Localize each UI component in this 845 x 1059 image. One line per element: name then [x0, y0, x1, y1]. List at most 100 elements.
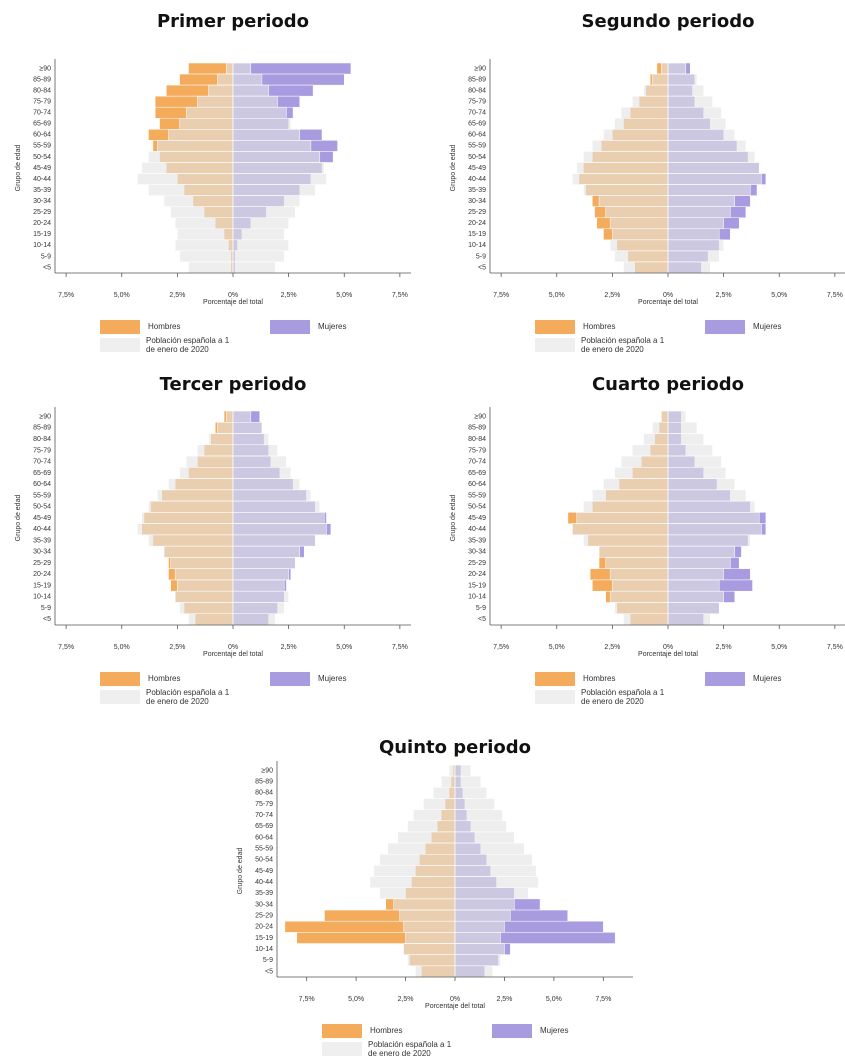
legend-swatch	[322, 1042, 362, 1056]
chart-title: Segundo periodo	[582, 11, 755, 32]
bar-reference-men	[614, 467, 669, 479]
bar-reference-men	[592, 489, 669, 502]
bar-reference-women	[232, 206, 296, 218]
y-tick-label: 50-54	[33, 504, 51, 511]
bar-reference-women	[667, 129, 735, 141]
bar-reference-women	[454, 775, 481, 788]
bar-reference-women	[232, 162, 325, 174]
bar-reference-women	[667, 512, 760, 524]
bar-reference-men	[576, 512, 669, 524]
bar-reference-men	[609, 239, 669, 252]
bar-reference-men	[598, 545, 669, 558]
legend-swatch	[705, 672, 745, 686]
y-tick-label: 55-59	[468, 492, 486, 499]
x-axis-label: Porcentaje del total	[203, 651, 263, 658]
bar-reference-women	[667, 523, 762, 536]
bar-reference-women	[667, 206, 731, 218]
y-tick-label: 75-79	[33, 99, 51, 106]
bar-reference-women	[232, 523, 327, 536]
x-tick-label: 2,5%	[716, 644, 732, 651]
y-tick-label: 80-84	[33, 436, 51, 443]
y-tick-label: 50-54	[468, 504, 486, 511]
y-tick-label: 5-9	[263, 957, 273, 964]
y-tick-label: 15-19	[33, 582, 51, 589]
bar-reference-men	[403, 943, 456, 955]
bar-reference-women	[667, 250, 720, 263]
bar-reference-women	[232, 106, 287, 119]
y-tick-label: 35-39	[468, 537, 486, 544]
bar-reference-women	[667, 228, 720, 241]
legend-label: Población española a 1 de enero de 2020	[581, 336, 665, 354]
bar-reference-women	[454, 798, 495, 810]
y-tick-label: 20-24	[33, 220, 51, 227]
bar-reference-men	[413, 809, 456, 822]
bar-reference-women	[667, 118, 727, 130]
bar-reference-women	[454, 965, 493, 978]
bar-reference-men	[174, 239, 234, 252]
x-tick-label: 2,5%	[169, 292, 185, 299]
bar-reference-men	[163, 545, 234, 558]
legend-label: Hombres	[148, 322, 180, 331]
bar-reference-women	[232, 184, 316, 196]
y-tick-label: 40-44	[468, 526, 486, 533]
bar-reference-men	[583, 534, 669, 547]
bar-reference-men	[614, 118, 669, 130]
bar-reference-men	[407, 954, 456, 967]
x-tick-label: 0%	[450, 996, 460, 1003]
bar-reference-men	[148, 151, 234, 163]
y-tick-label: ≥90	[39, 65, 51, 72]
x-tick-label: 0%	[663, 644, 673, 651]
x-tick-label: 7,5%	[827, 644, 843, 651]
bar-reference-men	[379, 854, 456, 866]
bar-reference-women	[454, 787, 487, 799]
bar-reference-women	[232, 534, 316, 547]
bar-reference-men	[188, 613, 234, 626]
bar-reference-women	[232, 173, 327, 185]
x-tick-label: 5,0%	[549, 292, 565, 299]
bar-reference-men	[603, 129, 669, 141]
y-tick-label: 10-14	[468, 594, 486, 601]
bar-reference-women	[232, 151, 321, 163]
bar-reference-men	[208, 433, 234, 446]
bar-reference-men	[148, 500, 234, 513]
bar-reference-men	[148, 534, 234, 547]
legend-swatch	[535, 320, 575, 334]
bar-reference-women	[667, 140, 747, 152]
y-axis-label: Grupo de edad	[15, 495, 22, 542]
bar-reference-women	[667, 579, 720, 592]
y-tick-label: 55-59	[255, 846, 273, 853]
x-tick-label: 0%	[663, 292, 673, 299]
bar-reference-men	[661, 62, 669, 75]
x-tick-label: 5,0%	[549, 644, 565, 651]
bar-reference-women	[232, 410, 252, 423]
bar-reference-women	[232, 250, 285, 263]
bar-reference-women	[667, 184, 751, 196]
bar-reference-men	[440, 775, 456, 788]
bar-reference-men	[137, 523, 234, 536]
bar-reference-men	[592, 140, 669, 152]
y-tick-label: 65-69	[33, 470, 51, 477]
y-tick-label: 5-9	[41, 605, 51, 612]
y-tick-label: 55-59	[33, 143, 51, 150]
bar-reference-women	[667, 410, 687, 423]
bar-reference-men	[179, 602, 234, 614]
bar-reference-women	[667, 95, 713, 108]
bar-reference-women	[454, 831, 515, 844]
y-tick-label: 25-29	[33, 560, 51, 567]
bar-reference-men	[170, 557, 234, 569]
bar-reference-women	[454, 764, 472, 777]
bar-reference-women	[667, 467, 727, 479]
y-tick-label: 25-29	[468, 209, 486, 216]
legend-label-box: Población española a 1 de enero de 2020	[368, 1040, 451, 1058]
bar-reference-women	[232, 433, 269, 446]
y-tick-label: 70-74	[33, 110, 51, 117]
legend-swatch	[100, 672, 140, 686]
bar-reference-men	[572, 523, 669, 536]
legend-label: Mujeres	[318, 322, 346, 331]
bar-reference-women	[232, 557, 296, 569]
y-tick-label: 60-64	[468, 481, 486, 488]
y-tick-label: 10-14	[255, 946, 273, 953]
y-tick-label: 40-44	[33, 526, 51, 533]
y-tick-label: 5-9	[41, 253, 51, 260]
bar-reference-women	[667, 568, 724, 581]
